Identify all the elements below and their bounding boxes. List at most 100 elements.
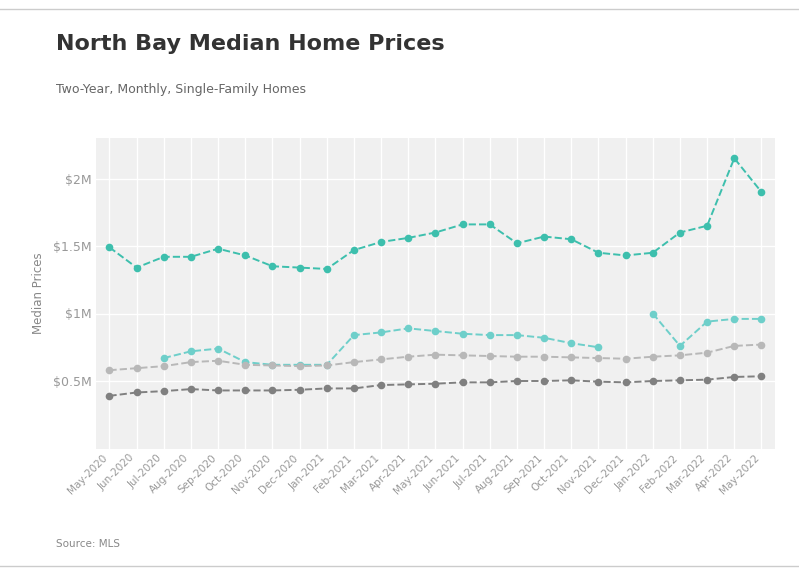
Marin [485,221,495,228]
Sonoma [105,367,114,374]
Napa [512,332,522,339]
Sonoma [431,351,440,358]
Sonoma [594,355,603,362]
Napa [403,325,413,332]
Marin [702,223,712,229]
Marin [648,250,658,256]
Solano [675,377,685,384]
Sonoma [485,352,495,359]
Solano [539,378,549,385]
Napa [458,330,467,337]
Line: Solano: Solano [105,373,765,400]
Napa [213,345,223,352]
Solano [431,380,440,387]
Marin [186,254,196,260]
Marin [403,235,413,242]
Marin [268,263,277,270]
Line: Napa: Napa [160,310,765,369]
Marin [539,233,549,240]
Sonoma [729,343,739,350]
Sonoma [648,353,658,360]
Marin [729,155,739,162]
Sonoma [757,341,766,348]
Sonoma [213,357,223,364]
Solano [295,386,304,393]
Napa [594,344,603,351]
Line: Sonoma: Sonoma [105,341,765,374]
Sonoma [268,362,277,369]
Napa [485,332,495,339]
Napa [675,343,685,350]
Napa [431,328,440,335]
Marin [757,189,766,196]
Sonoma [295,363,304,370]
Solano [648,378,658,385]
Solano [757,373,766,380]
Napa [186,348,196,355]
Text: North Bay Median Home Prices: North Bay Median Home Prices [56,34,444,55]
Text: Source: MLS: Source: MLS [56,539,120,549]
Sonoma [240,361,250,368]
Line: Marin: Marin [105,155,765,273]
Napa [757,316,766,323]
Solano [376,382,386,389]
Napa [729,316,739,323]
Marin [132,264,141,271]
Sonoma [403,353,413,360]
Sonoma [132,365,141,371]
Marin [349,247,359,254]
Sonoma [539,353,549,360]
Solano [132,389,141,396]
Sonoma [702,349,712,356]
Solano [322,385,332,392]
Marin [512,240,522,247]
Napa [322,361,332,368]
Solano [485,379,495,386]
Sonoma [566,354,576,361]
Sonoma [159,363,169,370]
Sonoma [186,359,196,366]
Solano [594,378,603,385]
Solano [240,387,250,394]
Napa [159,355,169,362]
Solano [512,378,522,385]
Marin [295,264,304,271]
Sonoma [349,359,359,366]
Marin [431,229,440,236]
Solano [566,377,576,384]
Sonoma [512,353,522,360]
Marin [594,250,603,256]
Solano [268,387,277,394]
Napa [648,310,658,317]
Sonoma [458,352,467,359]
Solano [729,374,739,381]
Marin [105,244,114,251]
Napa [349,332,359,339]
Solano [702,376,712,383]
Y-axis label: Median Prices: Median Prices [32,252,45,334]
Solano [621,379,630,386]
Marin [213,246,223,252]
Marin [376,239,386,246]
Text: Two-Year, Monthly, Single-Family Homes: Two-Year, Monthly, Single-Family Homes [56,83,306,97]
Marin [322,266,332,273]
Sonoma [376,356,386,363]
Marin [458,221,467,228]
Napa [376,329,386,336]
Marin [675,229,685,236]
Sonoma [675,352,685,359]
Napa [240,359,250,366]
Solano [159,388,169,394]
Marin [159,254,169,260]
Napa [539,334,549,341]
Napa [295,361,304,368]
Solano [349,385,359,392]
Marin [240,252,250,259]
Napa [566,340,576,347]
Napa [702,318,712,325]
Sonoma [322,362,332,369]
Solano [213,387,223,394]
Solano [186,386,196,393]
Marin [566,236,576,243]
Solano [105,392,114,399]
